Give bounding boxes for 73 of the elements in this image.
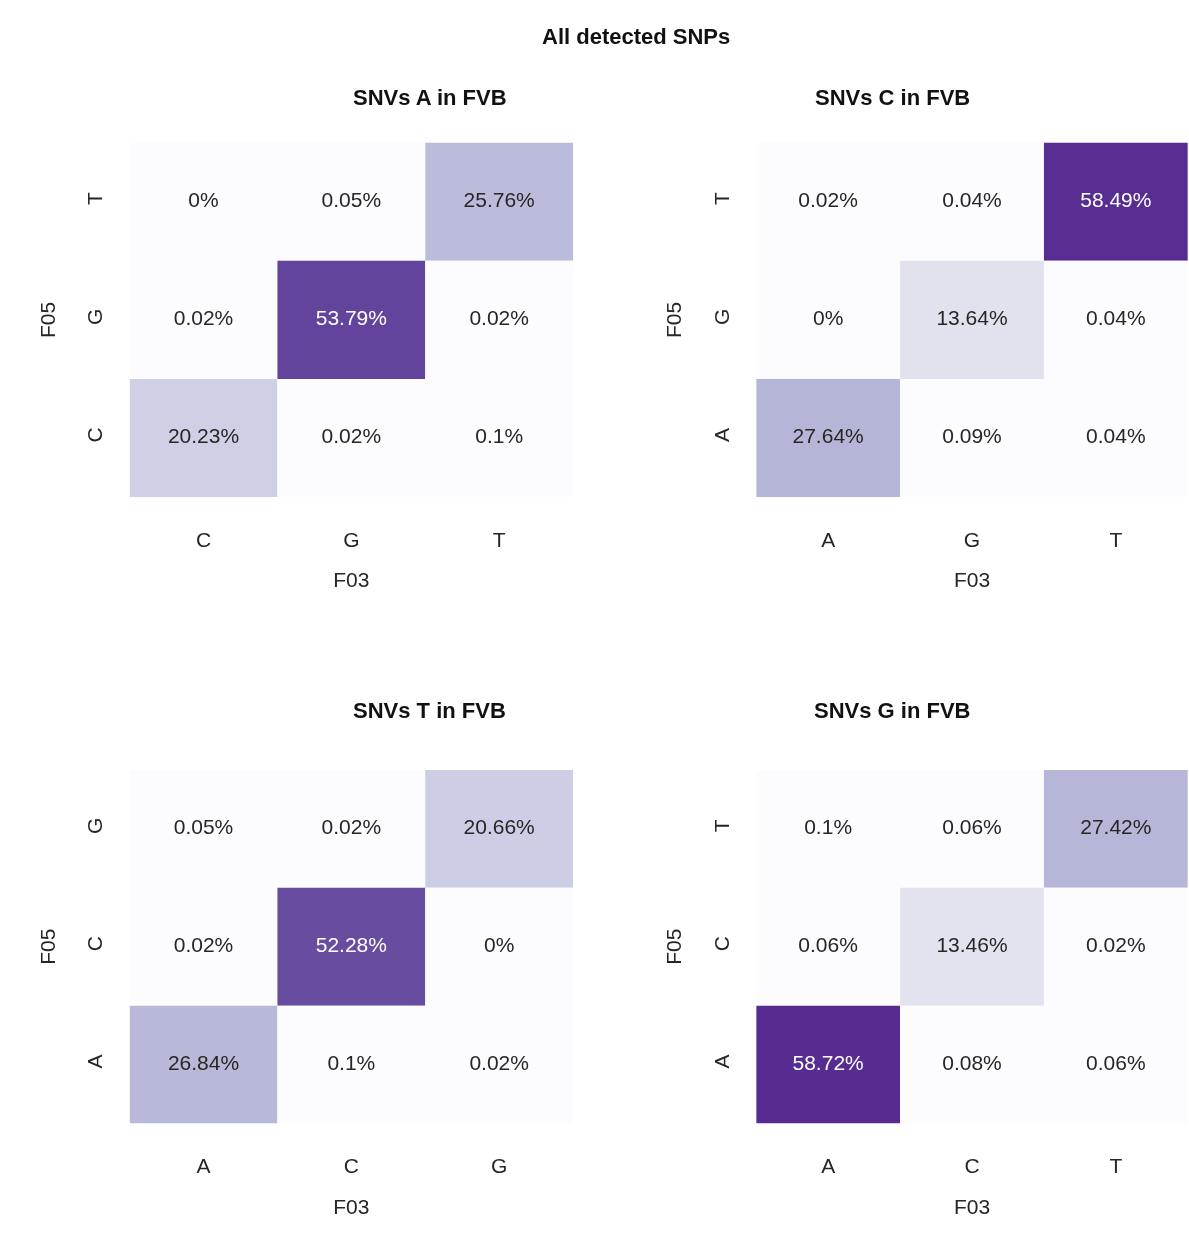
y-axis-title: F05: [35, 301, 59, 339]
y-axis-title: F05: [662, 928, 686, 965]
chart-title: SNVs T in FVB: [353, 698, 506, 723]
data-label: 0%: [188, 187, 219, 211]
x-tick-label: G: [491, 1154, 508, 1178]
x-axis-title: F03: [953, 568, 991, 592]
chart-title: SNVs C in FVB: [815, 85, 971, 110]
data-label: 13.46%: [936, 932, 1008, 956]
data-label: 0.04%: [1086, 306, 1146, 330]
data-label: 0.02%: [469, 306, 529, 330]
data-label: 26.84%: [167, 1050, 240, 1074]
x-tick-label: G: [963, 528, 981, 552]
y-tick-label: G: [83, 308, 107, 325]
x-tick-label: G: [343, 528, 360, 552]
data-label: 27.64%: [792, 424, 864, 448]
data-label: 0.02%: [321, 424, 382, 448]
y-tick-label: G: [710, 308, 733, 325]
x-tick-label: C: [964, 1154, 980, 1178]
y-tick-label: T: [710, 191, 733, 205]
x-tick-label: C: [343, 1154, 359, 1178]
data-label: 0.06%: [798, 932, 858, 956]
data-label: 0.09%: [942, 424, 1002, 448]
y-tick-label: A: [710, 1054, 733, 1069]
data-label: 0%: [484, 932, 515, 956]
x-axis-title: F03: [333, 1194, 370, 1218]
data-label: 20.66%: [463, 815, 535, 839]
data-label: 0.02%: [173, 306, 234, 330]
data-label: 0.05%: [173, 815, 234, 839]
data-label: 0.1%: [804, 815, 853, 839]
data-label: 58.49%: [1080, 187, 1152, 211]
data-label: 0.02%: [469, 1050, 529, 1074]
chart-title: SNVs G in FVB: [814, 698, 971, 723]
data-label: 0.04%: [1086, 424, 1146, 448]
y-tick-label: C: [83, 427, 107, 443]
data-label: 25.76%: [463, 187, 535, 211]
chart-title: SNVs A in FVB: [353, 85, 507, 110]
x-tick-label: A: [821, 1154, 836, 1178]
y-tick-label: G: [83, 817, 107, 834]
x-axis-title: F03: [333, 568, 370, 592]
data-label: 0.1%: [475, 424, 524, 448]
y-axis-title: F05: [662, 301, 686, 339]
data-label: 58.72%: [792, 1050, 864, 1074]
data-label: 0.02%: [798, 187, 858, 211]
data-label: 0.04%: [942, 187, 1002, 211]
data-label: 0.1%: [327, 1050, 376, 1074]
y-tick-label: T: [83, 191, 107, 205]
data-label: 0.06%: [942, 815, 1002, 839]
data-label: 0.05%: [321, 187, 382, 211]
data-label: 20.23%: [167, 424, 240, 448]
data-label: 0.02%: [173, 932, 234, 956]
x-tick-label: C: [195, 528, 212, 552]
data-label: 0.02%: [321, 815, 382, 839]
x-tick-label: T: [492, 528, 506, 552]
x-tick-label: A: [196, 1154, 211, 1178]
data-label: 53.79%: [315, 306, 387, 330]
data-label: 0%: [812, 306, 844, 330]
x-tick-label: T: [1109, 1154, 1123, 1178]
y-tick-label: T: [710, 819, 733, 833]
data-label: 0.08%: [942, 1050, 1002, 1074]
y-tick-label: C: [83, 936, 107, 952]
x-tick-label: T: [1109, 528, 1123, 552]
data-label: 27.42%: [1080, 815, 1152, 839]
text: All detected SNPs: [542, 24, 731, 49]
y-axis-title: F05: [35, 928, 59, 965]
data-label: 0.02%: [1086, 932, 1146, 956]
data-label: 52.28%: [315, 932, 387, 956]
y-tick-label: C: [710, 936, 733, 952]
data-label: 13.64%: [936, 306, 1008, 330]
y-tick-label: A: [83, 1054, 107, 1069]
y-tick-label: A: [710, 427, 733, 442]
data-label: 0.06%: [1086, 1050, 1146, 1074]
x-axis-title: F03: [953, 1194, 991, 1218]
x-tick-label: A: [821, 528, 836, 552]
